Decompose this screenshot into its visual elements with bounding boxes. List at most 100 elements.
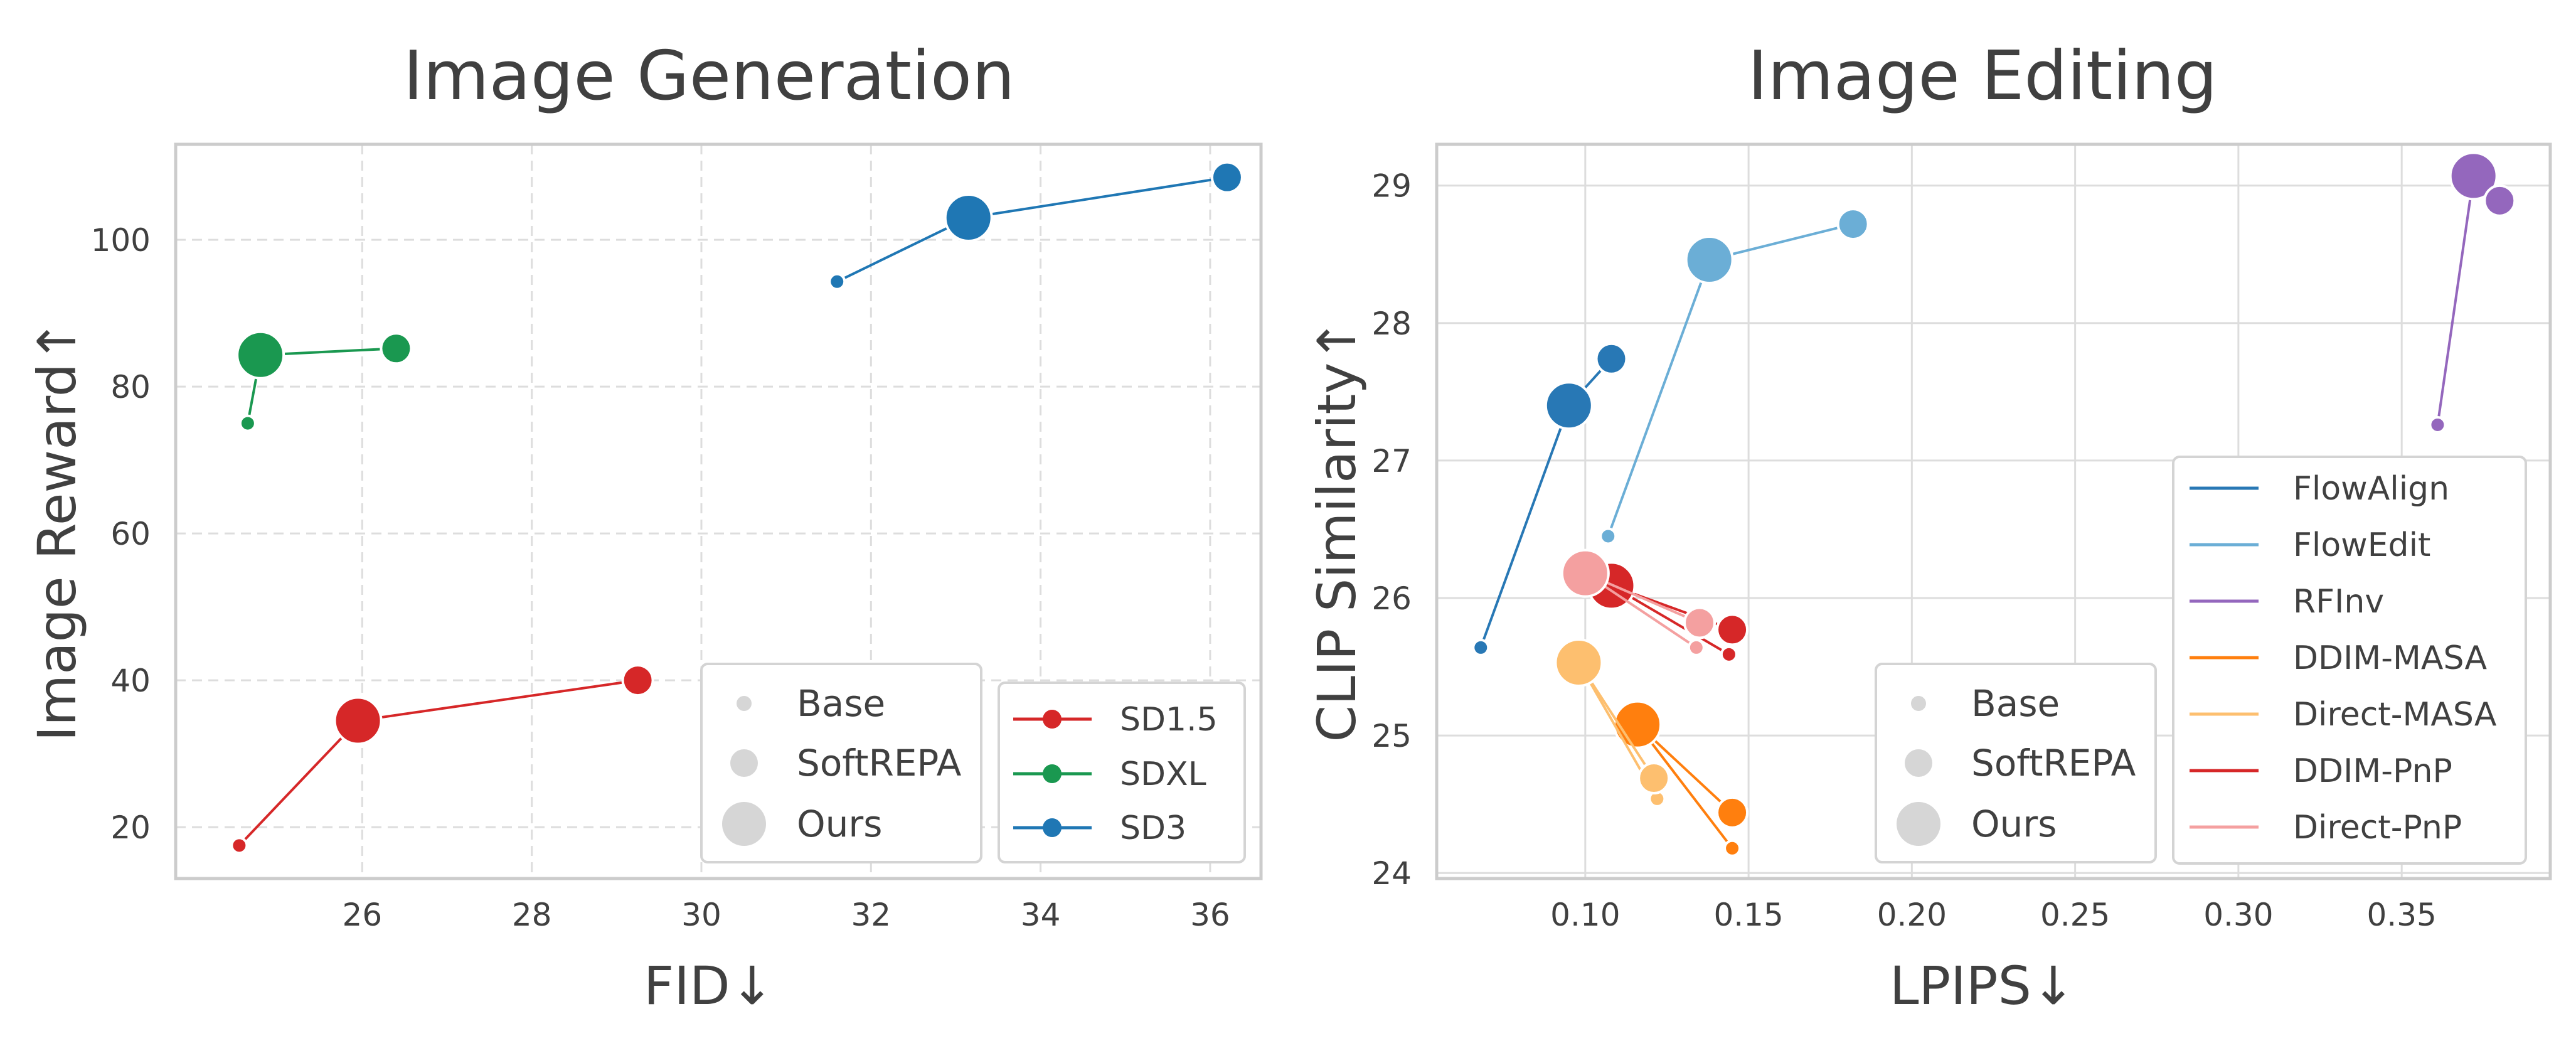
plot-frame: [174, 142, 1263, 880]
data-point: [1560, 548, 1610, 598]
size-legend-ours: Ours: [797, 803, 882, 845]
legend-marker-sdxl: [1043, 764, 1062, 783]
x-axis-label: FID↓: [644, 955, 774, 1017]
y-tick-label: 28: [1371, 306, 1412, 342]
data-point: [2429, 415, 2447, 434]
series-line: [1709, 223, 1854, 261]
x-tick-label: 0.15: [1713, 897, 1783, 933]
data-point: [1723, 839, 1742, 857]
y-tick-label: 25: [1371, 718, 1412, 754]
series-legend-box: [998, 681, 1246, 863]
legend-label-sd15: SD1.5: [1120, 701, 1218, 739]
legend-marker-sd3: [1043, 818, 1062, 837]
data-point: [1716, 613, 1749, 646]
data-point: [828, 272, 846, 291]
x-tick-label: 36: [1190, 897, 1230, 933]
chart-title: Image Editing: [1748, 37, 2218, 115]
legend-marker-sd15: [1043, 710, 1062, 729]
size-legend-base: Base: [1971, 682, 2060, 725]
x-tick-label: 0.20: [1877, 897, 1947, 933]
data-point: [1599, 527, 1617, 545]
size-legend-marker-softrepa: [1905, 749, 1932, 777]
x-axis-label: LPIPS↓: [1890, 955, 2076, 1017]
legend-label-sd3: SD3: [1120, 810, 1186, 847]
series-line: [968, 176, 1228, 219]
series-line: [2436, 176, 2475, 425]
size-legend-ours: Ours: [1971, 803, 2057, 845]
legend-label-ddim-pnp: DDIM-PnP: [2293, 752, 2452, 790]
data-point: [1595, 342, 1628, 375]
y-tick-label: 60: [110, 516, 151, 552]
y-ticks: 20 40 60 80 100: [91, 222, 151, 846]
legend-label-rfinv: RFInv: [2293, 583, 2384, 621]
x-ticks: 26 28 30 32 34 36: [343, 897, 1230, 933]
data-point: [1685, 235, 1734, 285]
chart-title: Image Generation: [403, 37, 1014, 115]
x-tick-label: 32: [851, 897, 891, 933]
series-legend: SD1.5 SDXL SD3: [998, 681, 1246, 863]
data-point: [1613, 700, 1663, 749]
size-legend-base: Base: [797, 682, 885, 725]
series-line: [1479, 405, 1570, 648]
x-tick-label: 0.25: [2040, 897, 2110, 933]
y-ticks: 24 25 26 27 28 29: [1371, 168, 1412, 892]
y-tick-label: 40: [110, 663, 151, 699]
y-tick-label: 26: [1371, 580, 1412, 617]
data-point: [1472, 638, 1490, 656]
data-point: [2449, 151, 2498, 201]
series-line: [238, 720, 359, 847]
legend-label-flowedit: FlowEdit: [2293, 526, 2430, 564]
x-tick-label: 0.35: [2366, 897, 2436, 933]
y-tick-label: 100: [91, 222, 151, 259]
legend-label-sdxl: SDXL: [1120, 756, 1206, 793]
legend-label-direct-masa: Direct-MASA: [2293, 696, 2497, 734]
data-point: [230, 836, 248, 855]
data-point: [1716, 796, 1749, 829]
size-legend-softrepa: SoftREPA: [1971, 742, 2136, 784]
size-legend-box: [700, 663, 982, 863]
y-tick-label: 27: [1371, 443, 1412, 479]
x-tick-label: 28: [512, 897, 552, 933]
size-legend-marker-softrepa: [730, 749, 758, 777]
data-point: [236, 330, 285, 380]
size-legend-marker-base: [737, 696, 752, 711]
data-point: [380, 332, 413, 365]
x-tick-label: 0.30: [2203, 897, 2273, 933]
plot-frame: [1435, 142, 2552, 880]
y-axis-label: CLIP Similarity↑: [1306, 318, 1368, 742]
series-legend-box: [2172, 456, 2527, 865]
size-legend-softrepa: SoftREPA: [797, 742, 962, 784]
size-legend-marker-ours: [1897, 802, 1940, 846]
data-point: [1554, 638, 1604, 688]
data-series: [230, 161, 1243, 855]
series-line: [1636, 724, 1733, 850]
data-point: [944, 193, 993, 242]
data-point: [1720, 645, 1738, 663]
size-legend-marker-base: [1911, 696, 1926, 711]
data-point: [1687, 638, 1705, 656]
data-point: [1637, 762, 1671, 795]
y-axis-label: Image Reward↑: [26, 319, 88, 742]
y-tick-label: 80: [110, 369, 151, 405]
y-tick-label: 20: [110, 810, 151, 846]
legend-label-ddim-masa: DDIM-MASA: [2293, 639, 2487, 677]
legend-label-flowalign: FlowAlign: [2293, 470, 2449, 508]
legend-label-direct-pnp: Direct-PnP: [2293, 809, 2462, 847]
data-point: [1683, 606, 1716, 639]
data-point: [1836, 208, 1870, 241]
gridlines: [176, 144, 1261, 879]
y-tick-label: 29: [1371, 168, 1412, 205]
size-legend-marker-ours: [722, 802, 766, 846]
x-ticks: 0.10 0.15 0.20 0.25 0.30 0.35: [1550, 897, 2437, 933]
data-point: [621, 664, 654, 697]
data-point: [333, 696, 383, 745]
panel-image-editing: Image Editing LPIPS↓ CLIP Similarity↑ 0.…: [1306, 37, 2552, 1017]
data-point: [2483, 184, 2516, 217]
size-legend-box: [1875, 663, 2157, 863]
panel-image-generation: Image Generation FID↓ Image Reward↑ 26 28…: [26, 37, 1263, 1017]
series-line: [1607, 259, 1711, 537]
data-point: [1210, 161, 1243, 194]
series-legend: FlowAlign FlowEdit RFInv DDIM-MASA Direc…: [2172, 456, 2527, 865]
data-point: [1544, 381, 1594, 430]
